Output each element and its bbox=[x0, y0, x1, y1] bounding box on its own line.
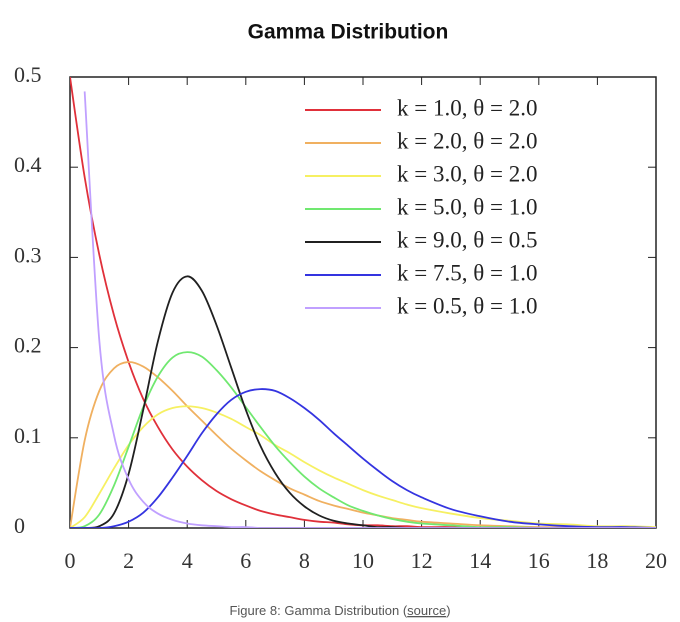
legend-label: k = 5.0, θ = 1.0 bbox=[397, 194, 537, 219]
legend-label: k = 2.0, θ = 2.0 bbox=[397, 128, 537, 153]
x-tick-label: 0 bbox=[65, 548, 76, 573]
legend-label: k = 3.0, θ = 2.0 bbox=[397, 161, 537, 186]
plot-frame bbox=[69, 76, 657, 529]
line-series bbox=[70, 275, 656, 528]
line-series bbox=[70, 405, 656, 528]
line-series bbox=[70, 388, 656, 528]
line-series bbox=[70, 361, 656, 528]
legend-label: k = 0.5, θ = 1.0 bbox=[397, 293, 537, 318]
x-tick-label: 12 bbox=[411, 548, 433, 573]
y-tick-label: 0.3 bbox=[14, 242, 42, 267]
caption: Figure 8: Gamma Distribution (source) bbox=[229, 603, 450, 618]
legend-label: k = 7.5, θ = 1.0 bbox=[397, 260, 537, 285]
x-tick-label: 10 bbox=[352, 548, 374, 573]
x-tick-label: 14 bbox=[469, 548, 491, 573]
y-tick-label: 0.2 bbox=[14, 333, 42, 358]
line-series bbox=[70, 351, 656, 528]
line-series bbox=[70, 77, 656, 528]
legend-label: k = 9.0, θ = 0.5 bbox=[397, 227, 537, 252]
y-tick-label: 0.1 bbox=[14, 423, 42, 448]
x-tick-label: 20 bbox=[645, 548, 667, 573]
x-tick-label: 6 bbox=[240, 548, 251, 573]
y-tick-label: 0.5 bbox=[14, 62, 42, 87]
y-tick-label: 0.4 bbox=[14, 152, 42, 177]
x-tick-label: 8 bbox=[299, 548, 310, 573]
x-tick-label: 16 bbox=[528, 548, 550, 573]
y-tick-label: 0 bbox=[14, 513, 25, 538]
x-tick-label: 4 bbox=[182, 548, 193, 573]
legend-label: k = 1.0, θ = 2.0 bbox=[397, 95, 537, 120]
line-series bbox=[83, 91, 656, 528]
chart-title: Gamma Distribution bbox=[248, 21, 449, 44]
x-tick-label: 2 bbox=[123, 548, 134, 573]
plot: 0 2 4 6 8 10 12 14 16 18 20 0 0.1 0.2 0.3 0.4 0.5 k = 1.0… bbox=[14, 62, 667, 573]
caption-text: Figure 8: Gamma Distribution ( bbox=[229, 603, 407, 618]
caption-end: ) bbox=[446, 603, 450, 618]
x-tick-label: 18 bbox=[586, 548, 608, 573]
source-link[interactable]: source bbox=[407, 603, 446, 618]
